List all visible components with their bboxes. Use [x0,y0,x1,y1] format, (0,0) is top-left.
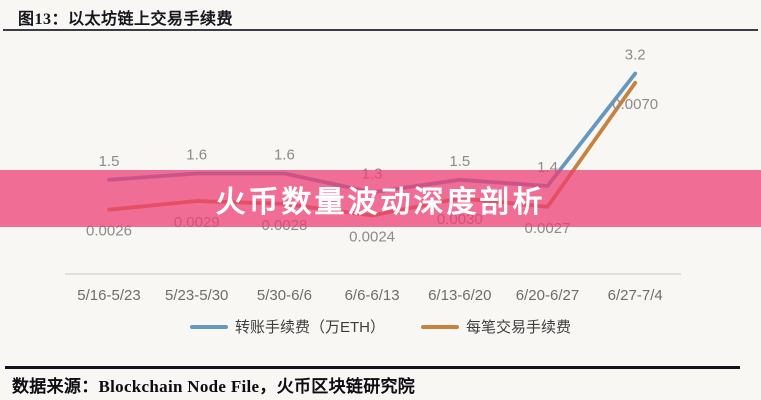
data-label: 1.5 [449,153,470,170]
x-tick-label: 6/20-6/27 [516,287,579,304]
chart-legend: 转账手续费（万ETH） 每笔交易手续费 [0,316,761,337]
x-tick-label: 6/27-7/4 [608,287,663,304]
x-tick-label: 5/23-5/30 [165,287,228,304]
data-label: 1.6 [186,147,207,164]
footer-divider [5,366,740,369]
x-tick-label: 6/6-6/13 [345,287,400,304]
legend-swatch-blue [189,324,228,329]
x-tick-label: 5/30-6/6 [257,287,312,304]
data-label: 1.5 [99,153,120,170]
watermark-banner: 火币数量波动深度剖析 [0,170,761,227]
watermark-text: 火币数量波动深度剖析 [215,185,546,219]
figure-title: 图13：以太坊链上交易手续费 [18,11,234,28]
x-tick-label: 6/13-6/20 [428,287,491,304]
legend-label-per-tx-fee: 每笔交易手续费 [466,319,572,336]
legend-swatch-orange [421,324,459,329]
x-tick-label: 5/16-5/23 [77,287,140,304]
data-label: 3.2 [625,47,646,64]
data-label: 1.6 [274,147,295,164]
data-source: 数据来源：Blockchain Node File，火币区块链研究院 [12,377,416,396]
data-label: 0.0024 [349,229,395,246]
data-label: 0.0070 [612,96,658,113]
title-divider [3,29,758,31]
legend-label-transfer-fee: 转账手续费（万ETH） [234,319,385,336]
legend-item-transfer-fee: 转账手续费（万ETH） [189,316,385,337]
legend-item-per-tx-fee: 每笔交易手续费 [421,316,571,337]
